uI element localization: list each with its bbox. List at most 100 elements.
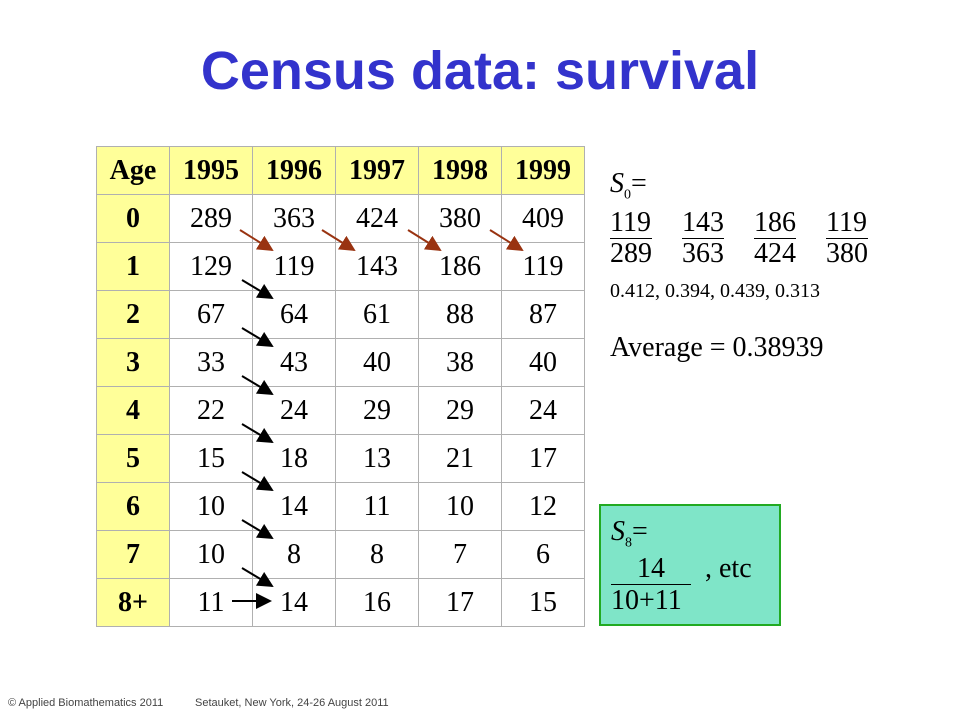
table-cell: 119 [252, 242, 336, 291]
s8-symbol: S [611, 516, 625, 547]
s0-average: Average = 0.38939 [610, 332, 824, 363]
table-cell: 129 [169, 242, 253, 291]
table-cell: 424 [335, 194, 419, 243]
s0-symbol: S [610, 168, 624, 199]
header-age: Age [96, 146, 170, 195]
table-cell: 24 [252, 386, 336, 435]
s8-etc: , etc [705, 553, 752, 584]
fraction-denominator: 424 [754, 238, 796, 269]
fraction: 119 380 [826, 208, 868, 269]
table-cell: 40 [335, 338, 419, 387]
table-cell: 15 [501, 578, 585, 627]
table-cell: 143 [335, 242, 419, 291]
table-row: 7 10 8 8 7 6 [96, 530, 585, 579]
age-cell: 7 [96, 530, 170, 579]
age-cell: 2 [96, 290, 170, 339]
s0-subscript: 0 [624, 187, 631, 203]
s0-label: S0= [610, 168, 647, 204]
s8-denominator: 10+11 [611, 585, 682, 616]
fraction: 143 363 [682, 208, 724, 269]
table-row: 3 33 43 40 38 40 [96, 338, 585, 387]
table-cell: 380 [418, 194, 502, 243]
table-cell: 17 [418, 578, 502, 627]
s8-equals: = [632, 516, 648, 547]
table-cell: 15 [169, 434, 253, 483]
table-cell: 12 [501, 482, 585, 531]
table-cell: 21 [418, 434, 502, 483]
table-header-row: Age 1995 1996 1997 1998 1999 [96, 146, 585, 195]
table-cell: 29 [335, 386, 419, 435]
table-cell: 289 [169, 194, 253, 243]
fraction-denominator: 289 [610, 238, 652, 269]
header-1998: 1998 [418, 146, 502, 195]
table-cell: 11 [335, 482, 419, 531]
age-cell: 6 [96, 482, 170, 531]
table-cell: 8 [252, 530, 336, 579]
table-row: 2 67 64 61 88 87 [96, 290, 585, 339]
table-cell: 24 [501, 386, 585, 435]
age-cell: 3 [96, 338, 170, 387]
s0-ratios: 0.412, 0.394, 0.439, 0.313 [610, 280, 820, 302]
table-cell: 40 [501, 338, 585, 387]
slide-title: Census data: survival [200, 41, 760, 101]
fraction: 186 424 [754, 208, 796, 269]
table-cell: 88 [418, 290, 502, 339]
table-cell: 363 [252, 194, 336, 243]
table-cell: 17 [501, 434, 585, 483]
census-table: Age 1995 1996 1997 1998 1999 0 289 363 4… [96, 146, 585, 627]
age-cell: 4 [96, 386, 170, 435]
table-row: 5 15 18 13 21 17 [96, 434, 585, 483]
table-row: 4 22 24 29 29 24 [96, 386, 585, 435]
table-cell: 16 [335, 578, 419, 627]
header-1996: 1996 [252, 146, 336, 195]
table-cell: 33 [169, 338, 253, 387]
table-row: 0 289 363 424 380 409 [96, 194, 585, 243]
table-cell: 29 [418, 386, 502, 435]
fraction-numerator: 186 [754, 207, 796, 239]
table-row: 6 10 14 11 10 12 [96, 482, 585, 531]
table-cell: 10 [169, 482, 253, 531]
table-cell: 61 [335, 290, 419, 339]
header-1995: 1995 [169, 146, 253, 195]
s8-box: S8= 14 10+11 , etc [599, 504, 781, 626]
table-cell: 67 [169, 290, 253, 339]
table-cell: 10 [418, 482, 502, 531]
table-cell: 7 [418, 530, 502, 579]
table-row: 1 129 119 143 186 119 [96, 242, 585, 291]
fraction-denominator: 363 [682, 238, 724, 269]
age-cell: 0 [96, 194, 170, 243]
s8-label: S8= [611, 516, 648, 552]
table-cell: 11 [169, 578, 253, 627]
table-cell: 409 [501, 194, 585, 243]
s8-subscript: 8 [625, 535, 632, 551]
table-cell: 64 [252, 290, 336, 339]
table-cell: 8 [335, 530, 419, 579]
age-cell: 8+ [96, 578, 170, 627]
fraction-numerator: 119 [826, 207, 868, 239]
table-cell: 38 [418, 338, 502, 387]
table-cell: 18 [252, 434, 336, 483]
table-cell: 10 [169, 530, 253, 579]
fraction-numerator: 143 [682, 207, 724, 239]
header-1999: 1999 [501, 146, 585, 195]
age-cell: 5 [96, 434, 170, 483]
table-cell: 13 [335, 434, 419, 483]
age-cell: 1 [96, 242, 170, 291]
fraction-numerator: 119 [610, 207, 652, 239]
fraction-denominator: 380 [826, 238, 868, 269]
table-cell: 14 [252, 482, 336, 531]
fraction: 119 289 [610, 208, 652, 269]
table-row: 8+ 11 14 16 17 15 [96, 578, 585, 627]
footer-copyright: © Applied Biomathematics 2011 [8, 697, 164, 709]
s8-numerator: 14 [611, 554, 691, 585]
table-cell: 186 [418, 242, 502, 291]
header-1997: 1997 [335, 146, 419, 195]
table-cell: 6 [501, 530, 585, 579]
s0-equals: = [631, 168, 647, 199]
footer-location: Setauket, New York, 24-26 August 2011 [195, 697, 389, 709]
table-cell: 22 [169, 386, 253, 435]
table-cell: 119 [501, 242, 585, 291]
table-cell: 87 [501, 290, 585, 339]
table-cell: 43 [252, 338, 336, 387]
table-cell: 14 [252, 578, 336, 627]
